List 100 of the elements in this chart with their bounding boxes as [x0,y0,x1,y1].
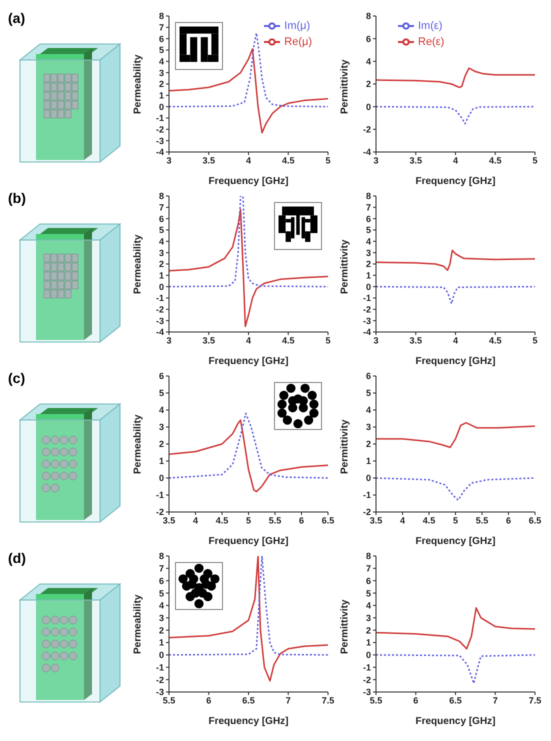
x-tick-label: 6 [506,515,512,526]
x-tick-label: 5 [325,335,331,346]
line-series [169,196,328,288]
y-tick-label: -1 [156,113,164,124]
y-tick-label: 3 [158,422,164,432]
x-tick-label: 6 [206,695,212,706]
y-tick-label: 0 [366,102,371,112]
y-tick-label: 1 [366,456,371,466]
x-tick-label: 6.5 [528,515,542,526]
x-tick-label: 4 [452,155,458,166]
y-axis-title: Permittivity [340,239,351,294]
y-axis-title: Permittivity [340,419,351,474]
legend-label: Im(ε) [418,20,442,32]
y-tick-label: 2 [366,79,371,90]
y-tick-label: 1 [366,270,371,281]
y-tick-label: 2 [366,625,371,636]
y-tick-label: 2 [158,79,164,90]
y-tick-label: 7 [366,202,371,213]
x-tick-label: 4 [246,335,252,346]
x-tick-label: 5 [452,515,458,526]
y-tick-label: 1 [158,270,164,281]
y-tick-label: -1 [362,662,371,672]
x-tick-label: 3 [166,155,172,166]
y-tick-label: -3 [362,687,371,698]
line-series [169,32,328,108]
y-tick-label: -1 [156,662,164,672]
line-series [376,286,535,304]
line-series [169,556,328,682]
x-tick-label: 6.5 [449,695,462,706]
line-series [376,67,535,88]
y-tick-label: 4 [366,56,371,67]
x-tick-label: 3.5 [409,155,422,166]
y-axis-title: Permittivity [340,59,351,114]
y-tick-label: 1 [158,456,164,466]
y-tick-label: 2 [366,259,371,270]
x-tick-label: 7.5 [528,695,542,706]
y-tick-label: -2 [362,674,371,685]
x-tick-label: 4.5 [488,335,502,346]
y-tick-label: 1 [158,90,164,101]
y-tick-label: 4 [158,405,164,416]
y-tick-label: 4 [158,56,164,67]
x-axis-title: Frequency [GHz] [208,176,289,187]
x-tick-label: 3 [373,155,379,166]
y-axis-title: Permeability [132,594,144,654]
x-tick-label: 5.5 [476,515,488,526]
x-tick-label: 3.5 [162,515,176,526]
y-tick-label: -3 [156,316,164,326]
y-axis-title: Permittivity [340,599,351,654]
x-tick-label: 3.5 [202,335,216,346]
y-tick-label: 8 [366,191,371,202]
y-tick-label: -2 [156,304,164,315]
y-tick-label: -3 [156,136,164,146]
y-tick-label: 4 [366,236,371,247]
y-tick-label: -4 [362,147,371,158]
x-tick-label: 4.5 [282,335,295,346]
x-tick-label: 5 [532,155,538,166]
line-series [376,607,535,650]
x-tick-label: 7 [492,695,498,706]
line-series [169,412,328,479]
y-tick-label: 2 [158,439,164,450]
x-axis-title: Frequency [GHz] [208,356,289,367]
y-tick-label: -2 [156,124,164,135]
y-tick-label: 3 [158,613,164,624]
text: (a) [8,10,26,26]
text: (c) [8,370,26,386]
x-tick-label: 4 [192,515,198,526]
line-series [376,422,535,448]
line-series [376,477,535,501]
y-tick-label: 1 [366,638,371,648]
y-tick-label: 5 [366,588,371,598]
y-axis-title: Permeability [132,414,144,474]
y-tick-label: 2 [366,439,371,450]
x-tick-label: 4.5 [216,515,228,526]
y-tick-label: -2 [362,304,371,315]
legend-label: Re(μ) [284,36,312,48]
y-tick-label: 3 [366,248,371,258]
y-tick-label: 6 [366,576,371,586]
y-tick-label: 6 [366,371,371,382]
y-tick-label: 0 [158,473,164,484]
legend-label: Re(ε) [418,36,444,48]
y-tick-label: -1 [362,293,371,304]
y-tick-label: -4 [156,327,164,338]
y-tick-label: 6 [158,371,164,382]
x-axis-title: Frequency [GHz] [415,716,496,727]
y-tick-label: 4 [158,236,164,247]
x-tick-label: 7 [286,695,291,706]
y-tick-label: 7 [158,202,164,213]
x-tick-label: 4.5 [422,515,436,526]
x-tick-label: 5.5 [268,515,282,526]
line-series [376,654,535,684]
y-tick-label: -3 [156,687,164,698]
y-tick-label: -3 [362,316,371,326]
y-tick-label: 5 [158,45,164,56]
y-tick-label: 8 [158,551,164,562]
y-tick-label: 0 [158,650,164,660]
y-tick-label: 8 [366,11,371,22]
x-tick-label: 6 [413,695,418,706]
x-tick-label: 3 [373,335,379,346]
y-tick-label: 0 [366,650,371,660]
line-series [169,419,328,492]
